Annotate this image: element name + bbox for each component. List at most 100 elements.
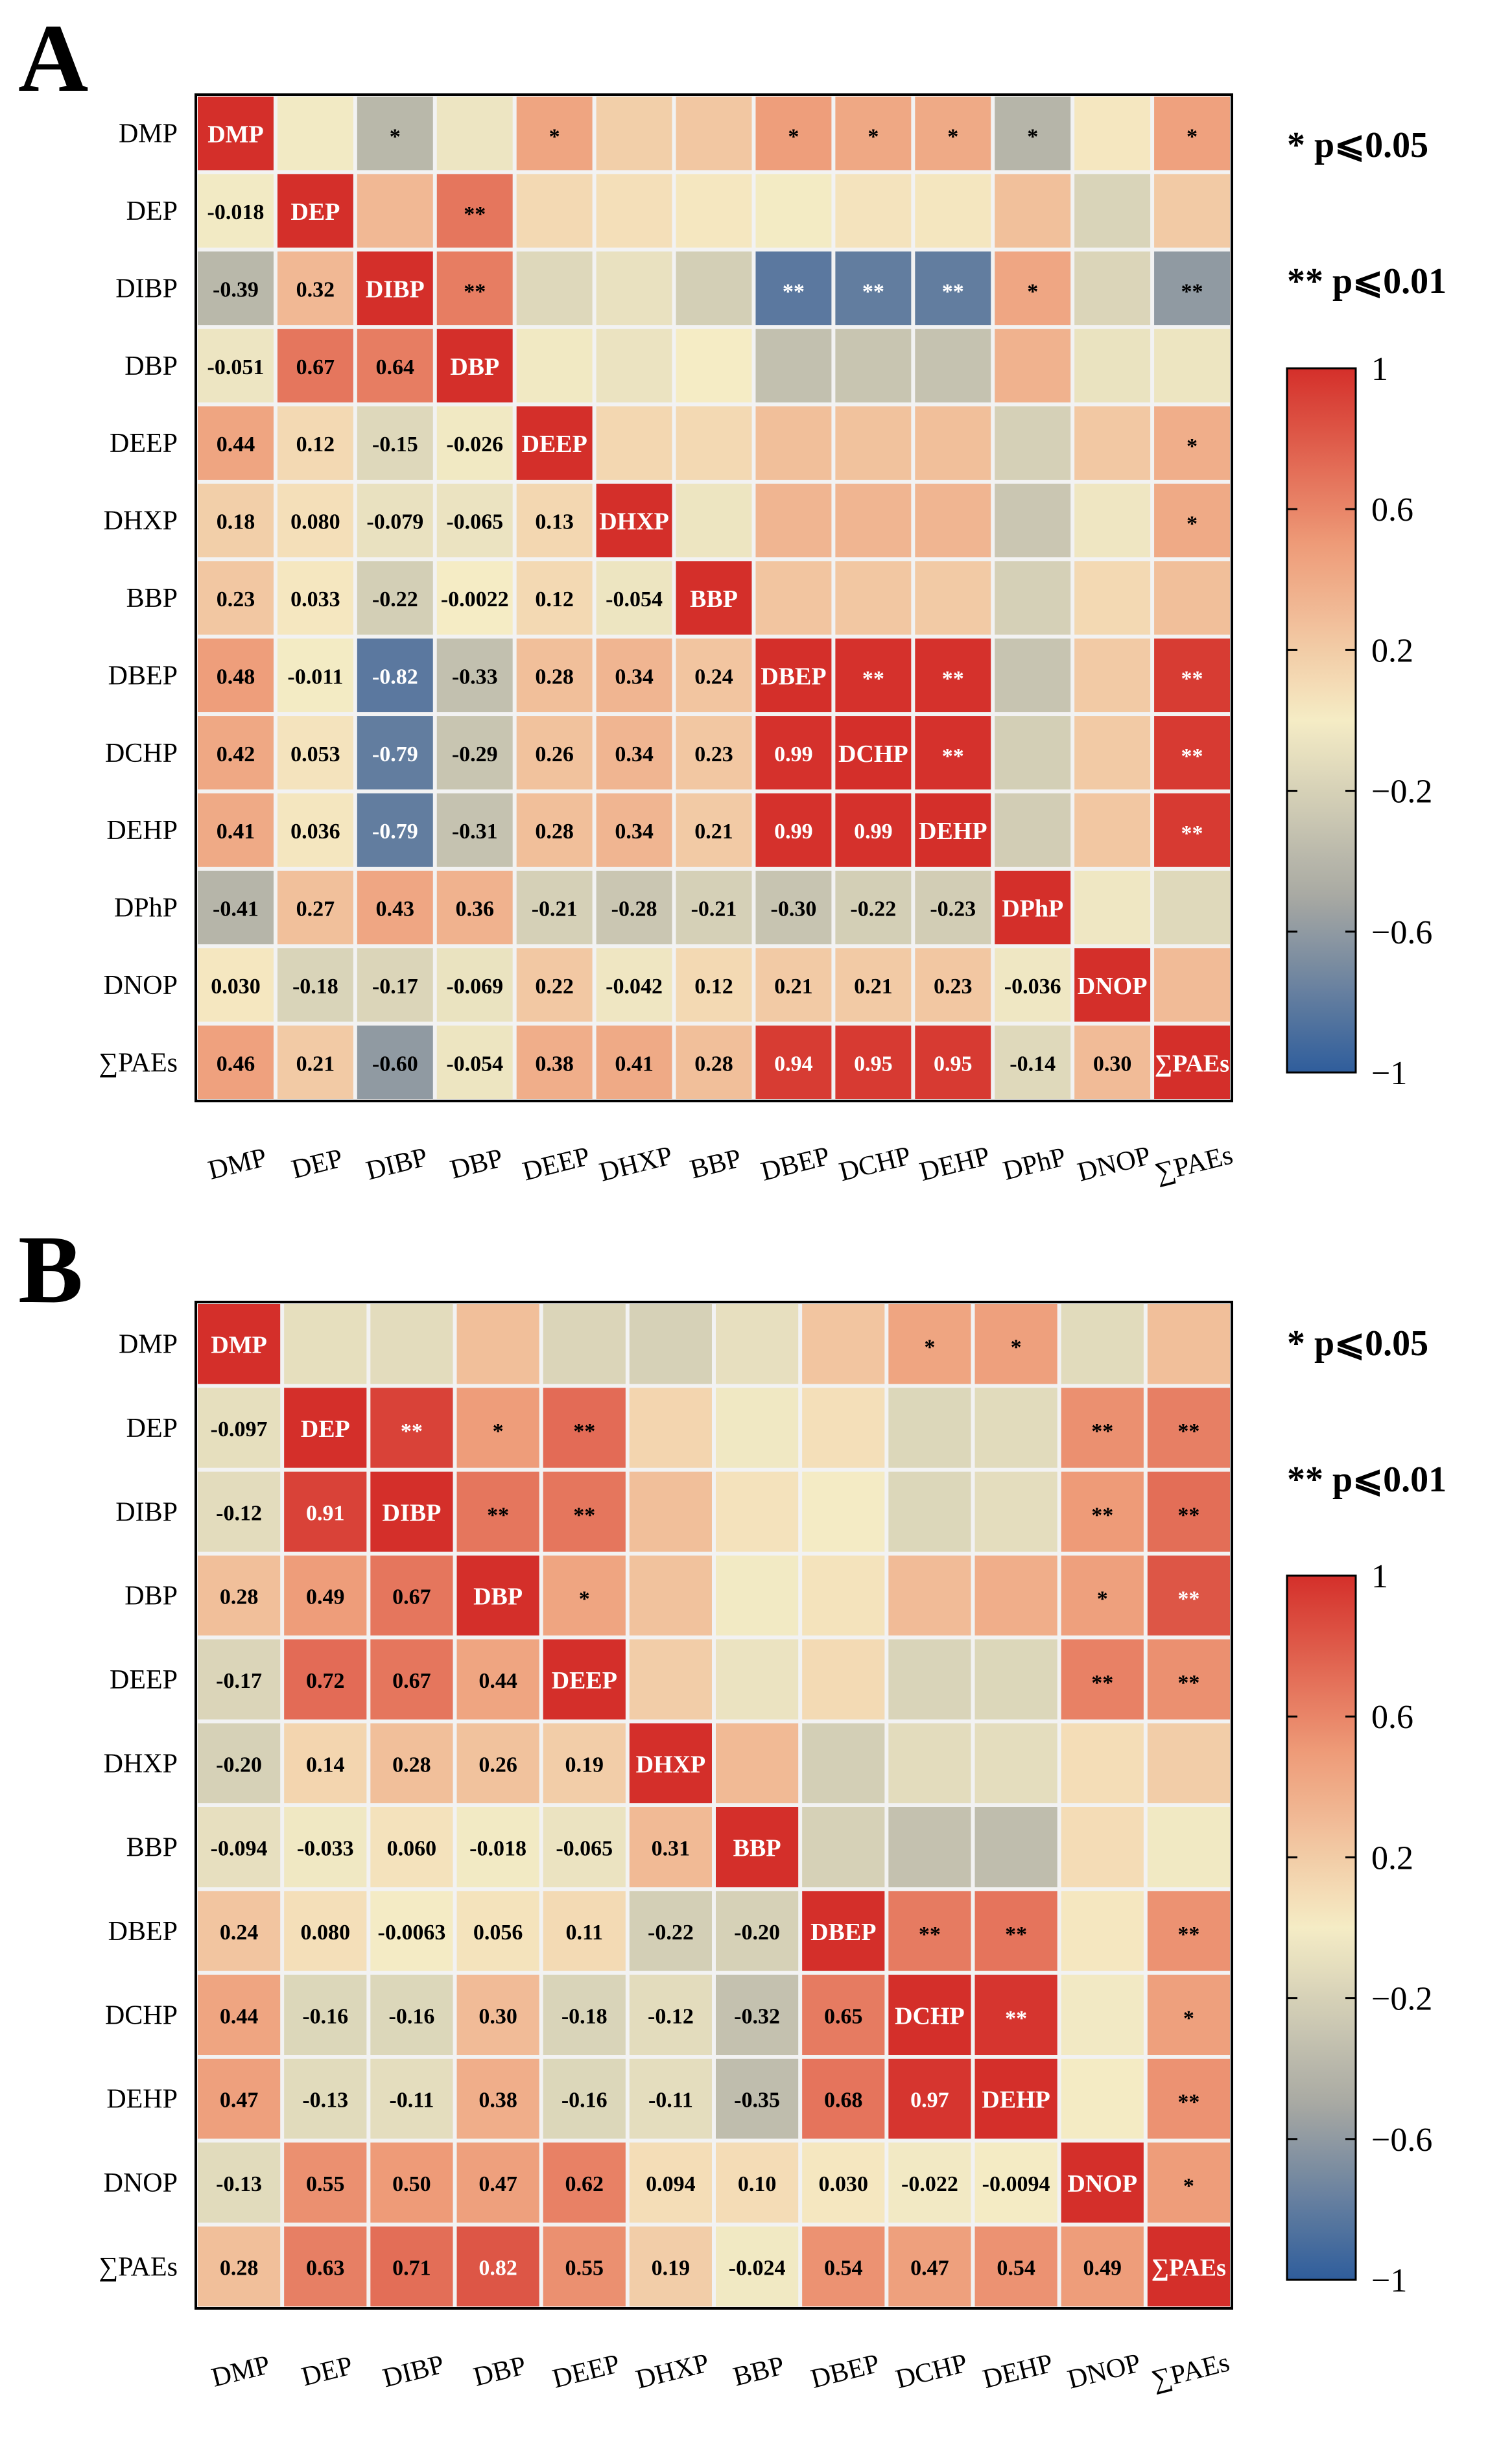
heatmap-cell-dbep-sum-paes (1154, 638, 1230, 713)
coefficient-label: -0.22 (850, 897, 896, 921)
heatmap-cell-bbp-deep (543, 1807, 626, 1888)
heatmap-cell-dehp-dmp (198, 793, 274, 867)
coefficient-label: -0.31 (452, 820, 498, 844)
coefficient-label: 0.036 (290, 820, 340, 844)
coefficient-label: 0.82 (478, 2256, 517, 2280)
heatmap-cell-dnop-dphp (995, 948, 1071, 1022)
colorbar-tick-label: −0.2 (1371, 774, 1432, 811)
heatmap-cell-dmp-dnop (1061, 1304, 1144, 1384)
row-label-dep: DEP (126, 196, 178, 226)
heatmap-cell-dchp-sum-paes (1147, 1974, 1230, 2055)
heatmap-cell-dibp-deep (543, 1471, 626, 1552)
heatmap-cell-dibp-sum-paes (1154, 251, 1230, 326)
heatmap-cell-dnop-dnop (1074, 948, 1151, 1022)
heatmap-cell-dehp-dhxp (629, 2059, 712, 2139)
heatmap-cell-dchp-dehp (975, 1974, 1057, 2055)
heatmap-cell-dehp-dchp (888, 2059, 971, 2139)
significance-mark: ** (1177, 1419, 1199, 1443)
heatmap-cell-dbep-dehp (975, 1891, 1057, 1971)
heatmap-cell-dbp-dmp (198, 329, 274, 403)
heatmap-cell-dmp-dehp (975, 1304, 1057, 1384)
coefficient-label: -0.21 (691, 897, 737, 921)
heatmap-cell-dehp-dbp (436, 793, 513, 867)
heatmap-cell-dnop-deep (516, 948, 593, 1022)
heatmap-cell-dehp-deep (543, 2059, 626, 2139)
coefficient-label: 0.47 (910, 2256, 949, 2280)
heatmap-cell-dbp-dhxp (629, 1556, 712, 1636)
heatmap-cell-dibp-bbp (676, 251, 752, 326)
coefficient-label: 0.99 (774, 742, 813, 766)
coefficient-label: 0.55 (306, 2172, 345, 2196)
heatmap-cell-dphp-sum-paes (1154, 870, 1230, 945)
coefficient-label: -0.079 (366, 510, 423, 534)
significance-mark: ** (862, 279, 884, 303)
heatmap-cell-bbp-dep (277, 561, 353, 635)
coefficient-label: -0.11 (648, 2089, 693, 2113)
heatmap-cell-dehp-dhxp (596, 793, 672, 867)
heatmap-cell-dchp-bbp (716, 1974, 799, 2055)
heatmap-cell-dbp-deep (543, 1556, 626, 1636)
heatmap-cell-dbp-dep (277, 329, 353, 403)
heatmap-cell-dphp-dmp (198, 870, 274, 945)
coefficient-label: 0.31 (652, 1837, 691, 1861)
heatmap-cell-dphp-dbep (755, 870, 832, 945)
heatmap-cell-bbp-dhxp (596, 561, 672, 635)
heatmap-cell-dhxp-dmp (198, 483, 274, 558)
heatmap-cell-dmp-sum-paes (1147, 1304, 1230, 1384)
heatmap-cell-deep-dmp (198, 1639, 281, 1720)
heatmap-cell-dbp-sum-paes (1154, 329, 1230, 403)
coefficient-label: -0.097 (211, 1417, 268, 1441)
heatmap-cell-sum-paes-dbep (802, 2226, 885, 2306)
coefficient-label: -0.022 (901, 2172, 958, 2196)
diagonal-label: DBP (473, 1583, 523, 1611)
heatmap-cell-dmp-sum-paes (1154, 97, 1230, 171)
coefficient-label: -0.16 (561, 2089, 608, 2113)
heatmap-cell-dchp-dbep (802, 1974, 885, 2055)
heatmap-cell-dchp-dehp (915, 716, 991, 790)
heatmap-cell-dnop-dibp (370, 2142, 453, 2223)
heatmap-cell-dhxp-dhxp (596, 483, 672, 558)
heatmap-cell-dibp-dphp (995, 251, 1071, 326)
heatmap-cell-bbp-dchp (835, 561, 912, 635)
heatmap-cell-dibp-dbp (436, 251, 513, 326)
heatmap-cell-dibp-dmp (198, 251, 274, 326)
heatmap-cell-dehp-sum-paes (1147, 2059, 1230, 2139)
heatmap-cell-dchp-dnop (1074, 716, 1151, 790)
heatmap-cell-dchp-dnop (1061, 1974, 1144, 2055)
heatmap-cell-dep-dibp (370, 1388, 453, 1468)
significance-mark: ** (942, 667, 964, 691)
significance-mark: ** (487, 1503, 509, 1527)
heatmap-cell-dchp-deep (543, 1974, 626, 2055)
heatmap-cell-dehp-dep (284, 2059, 367, 2139)
heatmap-cell-dep-deep (516, 174, 593, 248)
diagonal-label: ∑PAEs (1155, 1050, 1229, 1077)
coefficient-label: -0.17 (216, 1669, 262, 1693)
heatmap-cell-bbp-dbp (456, 1807, 539, 1888)
row-label-dhxp: DHXP (104, 1749, 178, 1779)
coefficient-label: 0.95 (934, 1052, 973, 1076)
heatmap-cell-dchp-dibp (370, 1974, 453, 2055)
heatmap-cell-dmp-dhxp (629, 1304, 712, 1384)
heatmap-cell-bbp-sum-paes (1147, 1807, 1230, 1888)
heatmap-cell-dphp-dbp (436, 870, 513, 945)
heatmap-cell-dchp-dbp (436, 716, 513, 790)
heatmap-frame (195, 1301, 1233, 2310)
coefficient-label: -0.13 (302, 2089, 348, 2113)
heatmap-cell-dehp-dehp (915, 793, 991, 867)
heatmap-cell-dhxp-sum-paes (1154, 483, 1230, 558)
heatmap-cell-dep-bbp (716, 1388, 799, 1468)
coefficient-label: 0.44 (217, 432, 255, 456)
heatmap-cell-dnop-dchp (835, 948, 912, 1022)
heatmap-cell-dchp-dbep (755, 716, 832, 790)
heatmap-cell-dibp-dchp (835, 251, 912, 326)
heatmap-cell-dbep-dphp (995, 638, 1071, 713)
coefficient-label: 0.18 (217, 510, 255, 534)
heatmap-cell-dibp-dehp (975, 1471, 1057, 1552)
diagonal-label: DHXP (599, 508, 669, 536)
heatmap-cell-dep-dphp (995, 174, 1071, 248)
significance-mark: ** (919, 1923, 941, 1947)
heatmap-cell-deep-dbp (456, 1639, 539, 1720)
coefficient-label: 0.21 (774, 975, 813, 999)
coefficient-label: -0.0022 (441, 587, 509, 611)
heatmap-cell-dchp-deep (516, 716, 593, 790)
